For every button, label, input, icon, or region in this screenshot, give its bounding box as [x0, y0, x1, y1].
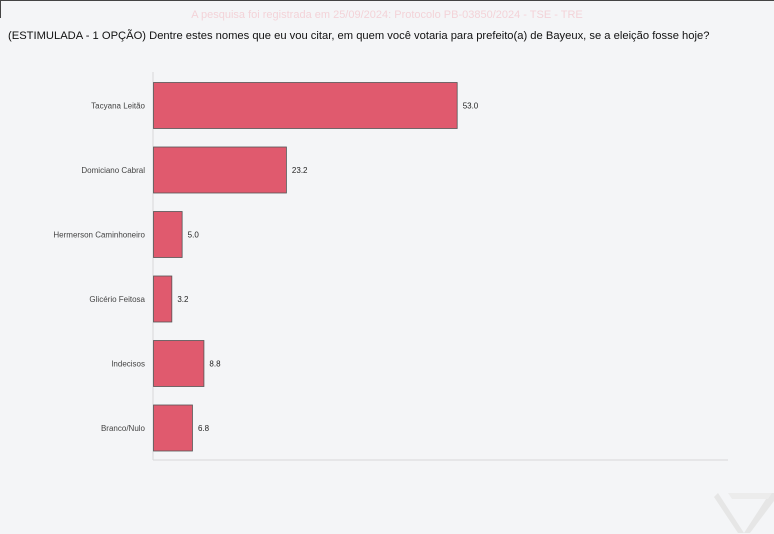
- bar: [153, 146, 287, 194]
- category-label: Domiciano Cabral: [81, 166, 145, 175]
- value-label: 53.0: [463, 102, 479, 111]
- bar: [153, 275, 173, 323]
- top-border: [0, 0, 774, 1]
- bar: [153, 82, 458, 129]
- registration-notice: A pesquisa foi registrada em 25/09/2024:…: [191, 9, 583, 21]
- value-label: 6.8: [198, 424, 210, 433]
- category-label: Indecisos: [111, 360, 145, 369]
- value-label: 3.2: [177, 295, 189, 304]
- left-border: [0, 0, 1, 18]
- category-label: Branco/Nulo: [101, 424, 146, 433]
- watermark-logo: [714, 493, 774, 533]
- bar-chart: Tacyana Leitão 53.0 Domiciano Cabral 23.2 He…: [53, 72, 728, 461]
- chart-question: (ESTIMULADA - 1 OPÇÃO) Dentre estes nome…: [8, 30, 710, 42]
- bar: [153, 404, 193, 452]
- value-label: 8.8: [209, 360, 221, 369]
- category-label: Hermerson Caminhoneiro: [53, 231, 145, 240]
- value-label: 23.2: [292, 166, 308, 175]
- value-label: 5.0: [188, 231, 200, 240]
- bar: [153, 211, 183, 258]
- category-label: Tacyana Leitão: [91, 102, 145, 111]
- bars-group: Tacyana Leitão 53.0 Domiciano Cabral 23.2 He…: [53, 82, 479, 452]
- category-label: Glicério Feitosa: [89, 295, 145, 304]
- bar: [153, 340, 205, 387]
